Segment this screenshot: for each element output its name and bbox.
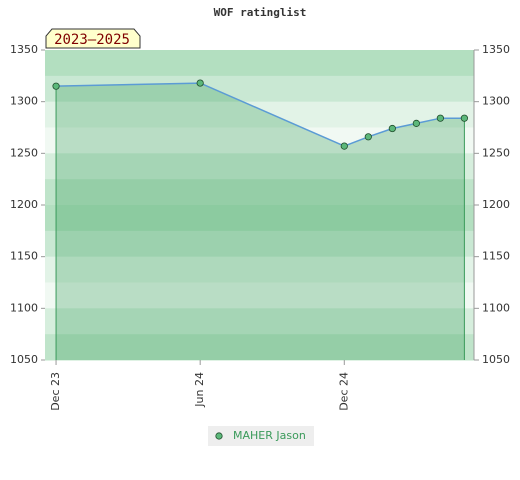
point (52, 82, 60, 90)
y-tick-label: 1200 (10, 198, 38, 211)
y2-tick-label: 1250 (482, 146, 510, 159)
x-tick-label: Dec 23 (49, 372, 62, 411)
point (388, 124, 396, 133)
background-band (45, 308, 474, 335)
background-band (45, 282, 474, 309)
background-band (45, 101, 474, 128)
x-tick-label: Dec 24 (337, 372, 350, 411)
y-tick-label: 1300 (10, 95, 38, 108)
y-tick-label: 1250 (10, 146, 38, 159)
plot-area (45, 50, 474, 361)
background-band (45, 75, 474, 103)
background-band (45, 153, 474, 180)
y-tick-label: 1100 (10, 301, 38, 314)
y-tick-label: 1150 (10, 250, 38, 263)
chart-title: WOF ratinglist (214, 6, 307, 19)
background-band (45, 334, 474, 361)
y-tick-label: 1050 (10, 353, 38, 366)
y2-tick-label: 1300 (482, 95, 510, 108)
y2-tick-label: 1050 (482, 353, 510, 366)
background-band (45, 127, 474, 154)
background-band (45, 256, 474, 283)
line (56, 82, 465, 147)
legend-box (208, 426, 314, 446)
legend-label: MAHER Jason (233, 429, 306, 442)
point (340, 142, 348, 150)
point (364, 133, 372, 141)
point (196, 79, 204, 87)
y2-tick-label: 1200 (482, 198, 510, 211)
area (56, 83, 465, 361)
legend-marker (215, 432, 223, 440)
y2-tick-label: 1350 (482, 43, 510, 56)
x-tick-label: Jun 24 (193, 372, 206, 408)
point (460, 114, 468, 122)
background-band (45, 50, 474, 77)
y2-tick-label: 1100 (482, 301, 510, 314)
annotation-box (45, 28, 141, 49)
point (412, 119, 420, 127)
background-band (45, 205, 474, 232)
background-band (45, 230, 474, 258)
annotation: 2023–2025 (54, 32, 130, 48)
point (436, 114, 444, 122)
background-band (45, 179, 474, 206)
y-tick-label: 1350 (10, 43, 38, 56)
y2-tick-label: 1150 (482, 250, 510, 263)
